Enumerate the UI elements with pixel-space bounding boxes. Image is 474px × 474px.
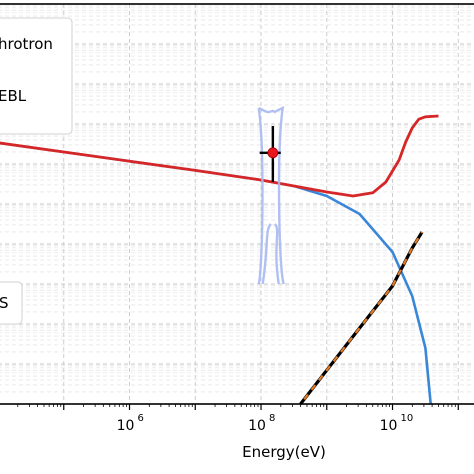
inverse-compton-curve — [299, 231, 424, 405]
legend-top-box — [0, 17, 73, 135]
data-point-marker — [267, 147, 279, 159]
model-curves — [0, 114, 439, 405]
data-point-group — [259, 126, 281, 182]
legend-entry-s: S — [0, 294, 9, 312]
legend-entry-synchrotron: hrotron — [0, 35, 53, 53]
x-axis-ticks: 10 6 10 8 10 10 — [17, 404, 459, 434]
synchrotron-curve — [0, 141, 432, 405]
x-tick-exponent: 10 — [401, 413, 414, 424]
total-model-curve — [0, 114, 439, 198]
x-tick-exponent: 8 — [269, 413, 275, 424]
x-tick-label: 10 — [117, 418, 135, 434]
x-tick-label: 10 — [248, 418, 266, 434]
butterfly-band — [257, 106, 285, 285]
inverse-compton-dash — [299, 231, 424, 405]
plot-frame — [0, 3, 474, 405]
butterfly-outline — [257, 106, 285, 285]
legend-bottom-box — [0, 281, 23, 325]
legend-entry-ebl: EBL — [0, 87, 27, 105]
legend-bottom: S — [0, 281, 23, 325]
x-tick-exponent: 6 — [138, 413, 144, 424]
legend-top: hrotron EBL — [0, 17, 73, 135]
x-axis-label: Energy(eV) — [242, 443, 326, 461]
x-tick-label: 10 — [380, 418, 398, 434]
grid-lines — [0, 4, 474, 404]
